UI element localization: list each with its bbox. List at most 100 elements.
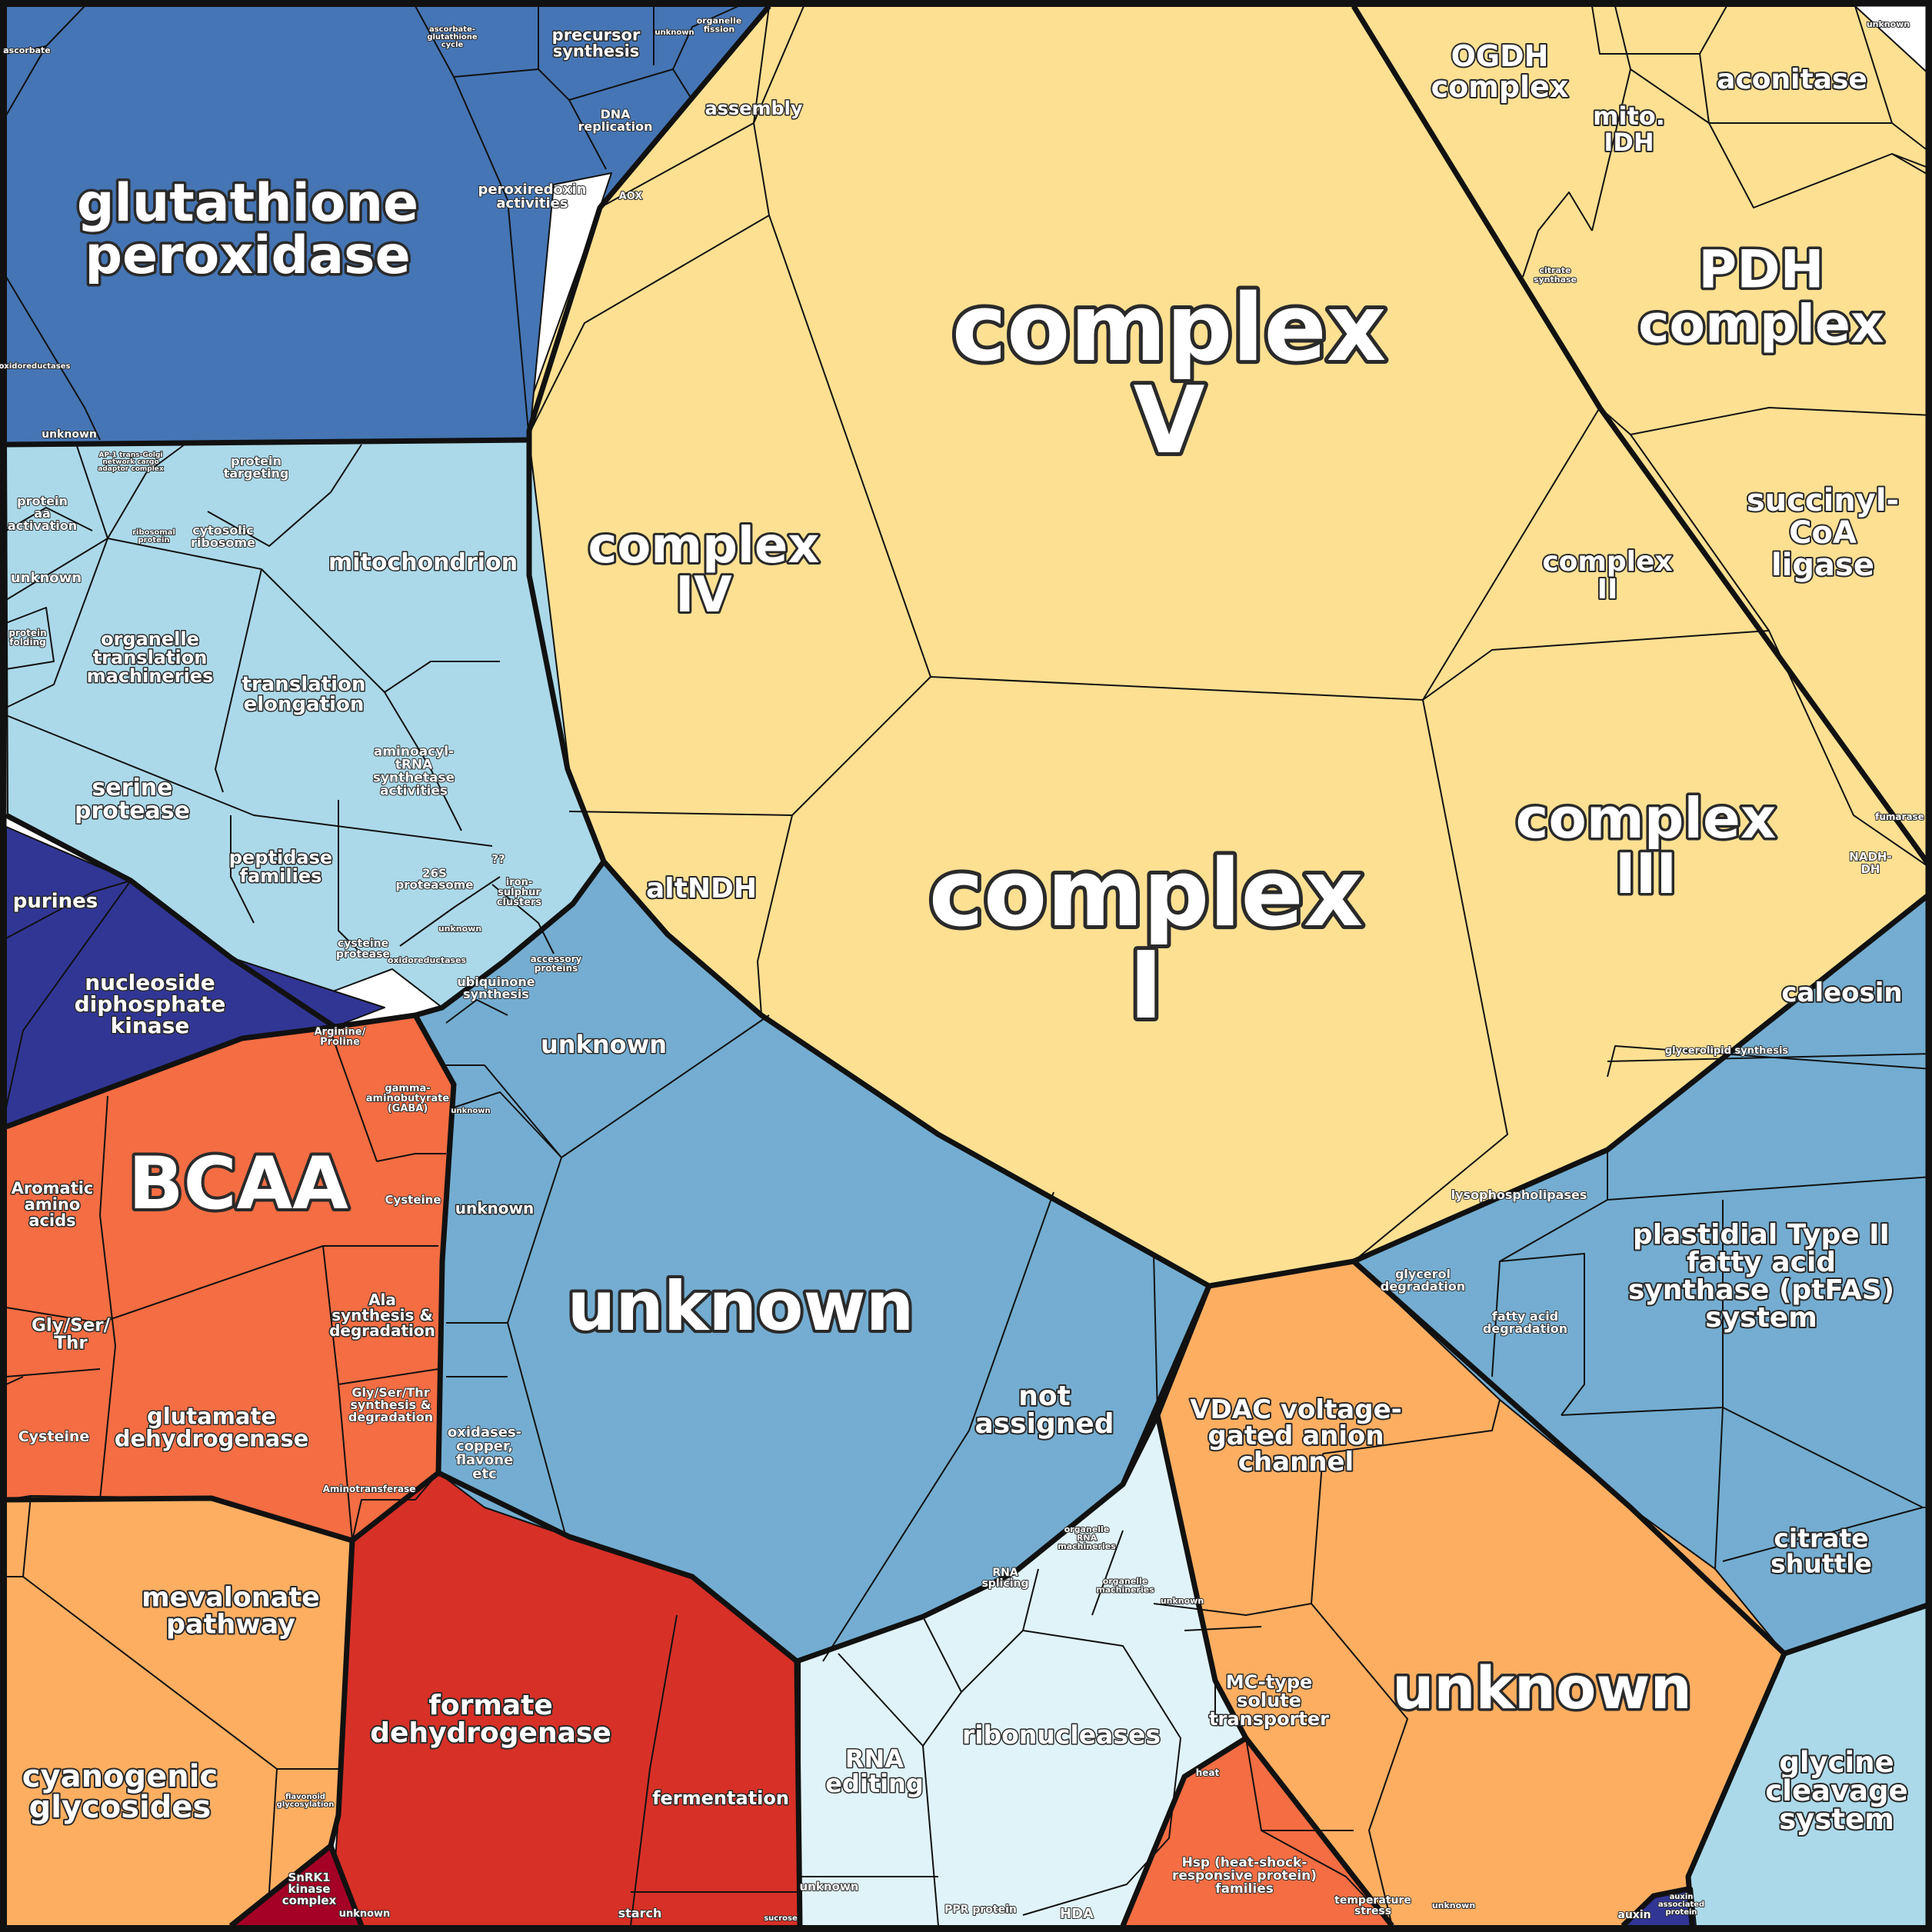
label-auxin[interactable]: auxin — [1617, 1908, 1651, 1922]
label-bcaa[interactable]: BCAA — [125, 1139, 351, 1229]
label-organelle-translation[interactable]: organelle translation machineries — [85, 628, 215, 688]
label-serine-protease[interactable]: serine protease — [73, 773, 191, 825]
label-temperature-stress[interactable]: temperature stress — [1334, 1894, 1412, 1918]
label-auxin-protein[interactable]: auxin associated protein — [1657, 1892, 1705, 1917]
label-unknown-transport-big[interactable]: unknown — [565, 1264, 918, 1349]
label-citrate-synthase[interactable]: citrate synthase — [1533, 265, 1577, 285]
label-ascorbate-cycle[interactable]: ascorbate-glutathione cycle — [426, 25, 478, 50]
label-ribosomal-protein[interactable]: ribosomal protein — [132, 528, 176, 545]
label-purines[interactable]: purines — [12, 888, 98, 914]
label-ogdh-complex[interactable]: OGDH complex — [1430, 38, 1571, 105]
label-ptfas[interactable]: plastidial Type II fatty acid synthase (pt… — [1627, 1217, 1896, 1335]
label-unknown-top[interactable]: unknown — [654, 28, 695, 38]
label-succinyl-coa-ligase[interactable]: succinyl-CoA ligase — [1745, 481, 1900, 585]
label-cysteine-a[interactable]: Cysteine — [384, 1192, 441, 1208]
label-26s-proteasome[interactable]: 26S proteasome — [395, 865, 475, 892]
label-rna-editing[interactable]: RNA editing — [824, 1744, 925, 1800]
label-dna-replication[interactable]: DNA replication — [578, 106, 654, 135]
label-glycerol-degradation[interactable]: glycerol degradation — [1380, 1266, 1466, 1294]
label-accessory-proteins[interactable]: accessory proteins — [530, 953, 583, 974]
label-mc-type[interactable]: MC-type solute transporter — [1208, 1671, 1331, 1731]
label-unknown-transport-left[interactable]: unknown — [454, 1198, 535, 1218]
label-unknown-topright[interactable]: unknown — [1866, 18, 1910, 30]
label-cysteine-protease[interactable]: cysteine protease — [335, 937, 391, 961]
label-complex-ii[interactable]: complex II — [1541, 545, 1674, 607]
label-unknown-redox[interactable]: unknown — [41, 428, 98, 441]
label-mito-idh[interactable]: mito. IDH — [1591, 100, 1667, 158]
label-not-assigned[interactable]: not assigned — [973, 1379, 1115, 1441]
label-glycerolipid[interactable]: glycerolipid synthesis — [1664, 1044, 1790, 1058]
label-cysteine-b[interactable]: Cysteine — [18, 1427, 91, 1446]
label-formate-dehydrogenase[interactable]: formate dehydrogenase — [368, 1688, 613, 1750]
label-altndh[interactable]: altNDH — [645, 871, 758, 906]
label-oxidoreductases[interactable]: oxidoreductases — [0, 361, 71, 371]
label-citrate-shuttle[interactable]: citrate shuttle — [1769, 1521, 1874, 1580]
label-ndk[interactable]: nucleoside diphosphate kinase — [73, 969, 227, 1040]
label-complex-v[interactable]: complex V — [948, 271, 1390, 478]
label-mitochondrion[interactable]: mitochondrion — [327, 548, 518, 577]
label-flavonoid[interactable]: flavonoid glycosylation — [276, 1792, 335, 1810]
label-unknown-bottom[interactable]: unknown — [338, 1907, 391, 1920]
label-organelle-rna[interactable]: organelle RNA machineries — [1057, 1524, 1117, 1552]
label-complex-i[interactable]: complex I — [925, 837, 1367, 1044]
label-hda[interactable]: HDA — [1059, 1905, 1094, 1923]
label-glutathione-peroxidase[interactable]: glutathione peroxidase — [74, 170, 421, 288]
label-translation-elongation[interactable]: translation elongation — [241, 671, 367, 717]
label-precursor-synthesis[interactable]: precursor synthesis — [551, 25, 641, 62]
label-starch[interactable]: starch — [618, 1905, 663, 1921]
label-ppr-protein[interactable]: PPR protein — [944, 1903, 1018, 1917]
label-complex-iii[interactable]: complex III — [1513, 783, 1779, 908]
label-hsp[interactable]: Hsp (heat-shock-responsive protein) famil… — [1171, 1854, 1317, 1897]
label-rna-splicing[interactable]: RNA splicing — [981, 1566, 1029, 1591]
label-cytosolic-ribosome[interactable]: cytosolic ribosome — [190, 522, 256, 551]
label-unknown-transport-small[interactable]: unknown — [450, 1106, 491, 1116]
label-arginine[interactable]: Arginine/Proline — [314, 1025, 367, 1048]
label-organelle-machineries[interactable]: organelle machineries — [1095, 1576, 1155, 1596]
label-gaba[interactable]: gamma-aminobutyrate (GABA) — [365, 1082, 451, 1115]
label-aminoacyl-trna[interactable]: aminoacyl-tRNA synthetase activities — [372, 744, 455, 800]
label-ap1-complex[interactable]: AP-1 trans-Golgi network cargo adaptor com… — [97, 451, 165, 474]
label-unknown-lipid-big[interactable]: unknown — [1390, 1651, 1694, 1724]
label-nadh-dh[interactable]: NADH-DH — [1848, 849, 1892, 877]
label-pdh-complex[interactable]: PDH complex — [1636, 236, 1887, 357]
label-fermentation[interactable]: fermentation — [651, 1787, 791, 1810]
label-heat[interactable]: heat — [1195, 1767, 1221, 1779]
label-aromatic[interactable]: Aromatic amino acids — [10, 1178, 95, 1231]
group-secondary[interactable] — [5, 1495, 353, 1927]
label-peptidase-families[interactable]: peptidase families — [228, 846, 333, 888]
label-unknown-mid[interactable]: unknown — [438, 923, 482, 934]
label-gly-ser-thr[interactable]: Gly/Ser/Thr — [30, 1314, 112, 1354]
label-caleosin[interactable]: caleosin — [1780, 976, 1904, 1010]
label-protein-folding[interactable]: protein folding — [8, 627, 47, 648]
label-aconitase[interactable]: aconitase — [1715, 62, 1869, 97]
label-aox[interactable]: AOX — [618, 190, 644, 203]
label-fatty-acid-degradation[interactable]: fatty acid degradation — [1482, 1308, 1568, 1337]
label-unknown-transport-top[interactable]: unknown — [540, 1029, 668, 1061]
label-aminotransferase[interactable]: Aminotransferase — [322, 1483, 417, 1495]
label-protein-aa-activation[interactable]: protein aa activation — [7, 493, 78, 534]
label-lysophospholipases[interactable]: lysophospholipases — [1451, 1187, 1588, 1203]
label-protein-targeting[interactable]: protein targeting — [223, 453, 290, 481]
label-glutamate-dehydrogenase[interactable]: glutamate dehydrogenase — [113, 1402, 310, 1453]
label-ribonucleases[interactable]: ribonucleases — [961, 1718, 1161, 1750]
label-unknown-protein[interactable]: unknown — [10, 569, 82, 587]
label-assembly[interactable]: assembly — [704, 97, 804, 121]
label-ubiquinone[interactable]: ubiquinone synthesis — [456, 974, 535, 1002]
label-snrk1[interactable]: SnRK1 kinase complex — [281, 1870, 338, 1908]
label-unknown-stress[interactable]: unknown — [1431, 1900, 1476, 1911]
label-unknown-rna[interactable]: unknown — [799, 1879, 860, 1894]
label-glycine-cleavage[interactable]: glycine cleavage system — [1764, 1744, 1909, 1837]
label-sucrose[interactable]: sucrose — [763, 1914, 798, 1924]
label-iron-sulphur[interactable]: iron-sulphur clusters — [496, 876, 543, 909]
label-fumarase[interactable]: fumarase — [1874, 811, 1925, 823]
label-organelle-fission[interactable]: organelle fission — [696, 15, 743, 35]
label-ascorbate[interactable]: ascorbate — [2, 45, 52, 56]
label-mevalonate[interactable]: mevalonate pathway — [140, 1581, 321, 1642]
label-oxidases[interactable]: oxidases-copper, flavone etc — [447, 1424, 522, 1483]
label-cyanogenic[interactable]: cyanogenic glycosides — [21, 1757, 219, 1827]
label-oxidoreductases-b[interactable]: oxidoreductases — [387, 954, 468, 966]
label-complex-iv[interactable]: complex IV — [585, 515, 821, 626]
label-qq[interactable]: ?? — [491, 851, 505, 867]
label-ala[interactable]: Ala synthesis & degradation — [328, 1289, 437, 1341]
label-vdac[interactable]: VDAC voltage-gated anion channel — [1188, 1393, 1404, 1479]
